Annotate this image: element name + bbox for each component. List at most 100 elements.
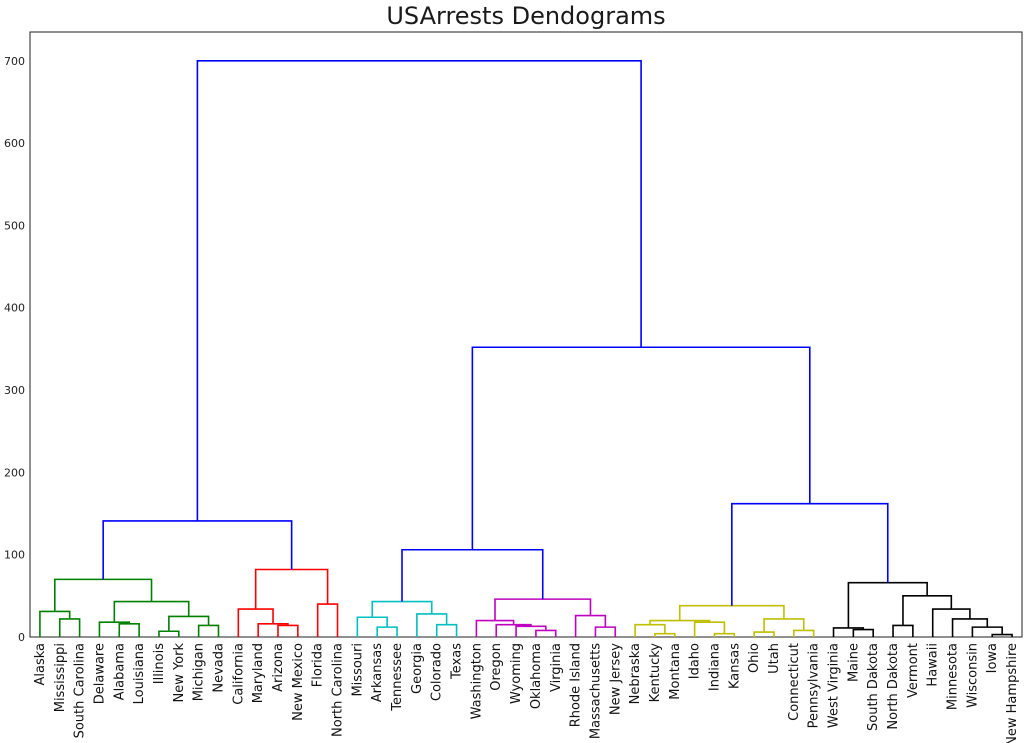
- dendrogram-link: [257, 623, 289, 637]
- leaf-label: Ohio: [747, 643, 762, 673]
- leaf-label: Vermont: [906, 643, 921, 698]
- dendrogram-link: [574, 614, 607, 637]
- dendrogram-link: [168, 615, 210, 632]
- dendrogram-link: [475, 619, 515, 637]
- leaf-label: South Carolina: [73, 643, 88, 738]
- dendrogram-link: [158, 630, 180, 637]
- leaf-label: Kansas: [727, 643, 742, 689]
- dendrogram-link: [371, 600, 433, 618]
- leaf-label: New Hampshire: [1005, 643, 1020, 743]
- leaf-label: New York: [172, 643, 187, 703]
- dendrogram-link: [731, 502, 889, 606]
- leaf-label: Utah: [767, 643, 782, 674]
- leaf-label: South Dakota: [866, 643, 881, 731]
- y-tick-label: 200: [4, 466, 25, 479]
- dendrogram-link: [54, 578, 153, 612]
- leaf-label: Mississippi: [53, 643, 68, 712]
- dendrogram-link: [277, 624, 299, 637]
- dendrogram-link: [847, 581, 928, 628]
- plot-frame: [29, 31, 1023, 638]
- y-tick-label: 100: [4, 549, 25, 562]
- leaf-label: Texas: [450, 643, 465, 680]
- leaf-label: Wisconsin: [965, 643, 980, 708]
- dendrogram-link: [832, 627, 865, 637]
- dendrogram-link: [98, 621, 130, 637]
- leaf-label: Rhode Island: [569, 643, 584, 727]
- dendrogram-link: [991, 633, 1013, 637]
- dendrogram-link: [196, 60, 642, 521]
- leaf-label: Massachusetts: [588, 643, 603, 739]
- leaf-label: Iowa: [985, 643, 1000, 673]
- leaf-label: Georgia: [410, 643, 425, 694]
- leaf-label: Hawaii: [926, 643, 941, 687]
- dendrogram-link: [931, 608, 971, 637]
- leaf-label: Idaho: [688, 643, 703, 679]
- leaf-label: Arkansas: [370, 643, 385, 702]
- y-tick-label: 600: [4, 137, 25, 150]
- leaf-label: Arizona: [271, 643, 286, 692]
- dendrogram-link: [197, 624, 220, 637]
- dendrogram-link: [39, 610, 71, 637]
- dendrogram-link: [515, 625, 547, 637]
- leaf-label: Illinois: [152, 643, 167, 684]
- dendrogram-link: [316, 603, 339, 637]
- leaf-label: Alabama: [112, 643, 127, 700]
- leaf-label: West Virginia: [827, 643, 842, 728]
- leaf-label: Washington: [469, 643, 484, 719]
- leaf-label: Florida: [311, 643, 326, 687]
- y-tick-label: 500: [4, 219, 25, 232]
- leaf-label: Delaware: [92, 643, 107, 704]
- dendrogram-link: [435, 623, 458, 637]
- leaf-label: Wyoming: [509, 643, 524, 704]
- leaf-label: Louisiana: [132, 643, 147, 704]
- y-tick-label: 300: [4, 384, 25, 397]
- dendrogram-link: [356, 616, 388, 637]
- dendrogram-link: [693, 621, 726, 637]
- leaf-label: Oregon: [489, 643, 504, 691]
- y-tick-label: 400: [4, 302, 25, 315]
- chart-title: USArrests Dendograms: [386, 2, 666, 30]
- dendrogram-link: [594, 626, 617, 637]
- leaf-label: Michigan: [192, 643, 207, 701]
- dendrogram-link: [634, 623, 666, 637]
- leaf-label: Pennsylvania: [807, 643, 822, 728]
- dendrogram-link: [951, 618, 989, 637]
- leaf-label: North Dakota: [886, 643, 901, 730]
- dendrogram-link: [793, 629, 815, 637]
- leaf-label: Oklahoma: [529, 643, 544, 709]
- dendrogram-link: [971, 626, 1003, 637]
- leaf-label: New Mexico: [291, 643, 306, 721]
- dendrogram-link: [254, 568, 329, 610]
- leaf-label: Colorado: [430, 643, 445, 701]
- dendrogram-link: [892, 624, 914, 637]
- dendrogram-link: [237, 608, 274, 637]
- leaf-label: Connecticut: [787, 643, 802, 721]
- leaf-label: Nebraska: [628, 643, 643, 704]
- y-tick-label: 0: [18, 631, 25, 644]
- y-tick-label: 700: [4, 55, 25, 68]
- leaf-label: Virginia: [549, 643, 564, 692]
- leaf-label: Maine: [846, 643, 861, 682]
- dendrogram-link: [401, 548, 544, 602]
- leaf-label: Alaska: [33, 643, 48, 686]
- dendrogram-link: [416, 613, 448, 637]
- dendrogram-link: [376, 626, 398, 637]
- dendrogram-link: [753, 631, 775, 637]
- leaf-label: Maryland: [251, 643, 266, 703]
- dendrogram-link: [113, 600, 190, 623]
- leaf-label: California: [231, 643, 246, 705]
- leaf-label: Minnesota: [946, 643, 961, 710]
- dendrogram-link: [58, 618, 81, 637]
- leaf-label: New Jersey: [608, 643, 623, 715]
- leaf-label: Nevada: [211, 643, 226, 693]
- dendrogram-link: [471, 346, 811, 550]
- leaf-label: Missouri: [350, 643, 365, 697]
- leaf-label: North Carolina: [331, 643, 346, 737]
- dendrogram-link: [902, 595, 953, 626]
- leaf-label: Tennessee: [390, 643, 405, 712]
- leaf-label: Kentucky: [648, 643, 663, 703]
- leaf-label: Indiana: [707, 643, 722, 691]
- dendrogram-link: [118, 623, 140, 637]
- leaf-label: Montana: [668, 643, 683, 700]
